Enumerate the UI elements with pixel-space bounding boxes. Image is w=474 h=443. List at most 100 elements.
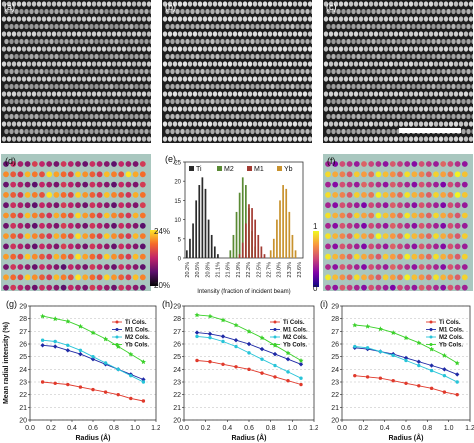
atom-column <box>64 68 69 75</box>
atom-column <box>225 38 230 45</box>
atom-column <box>165 38 170 45</box>
atom-column <box>421 38 426 45</box>
atom-column <box>6 121 12 127</box>
atom-column <box>227 106 233 112</box>
atom-column <box>237 91 243 97</box>
column-dot <box>31 212 38 219</box>
atom-column <box>451 98 456 105</box>
column-dot <box>118 212 125 219</box>
atom-column <box>225 23 230 30</box>
atom-column <box>205 8 210 15</box>
atom-column <box>89 98 94 105</box>
atom-column <box>177 1 183 7</box>
atom-column <box>381 98 386 105</box>
atom-column <box>114 8 119 15</box>
column-dot <box>375 264 382 270</box>
atom-column <box>106 91 112 97</box>
hist-bar-yb <box>282 185 284 258</box>
atom-column <box>44 23 49 30</box>
atom-column <box>104 113 109 120</box>
atom-column <box>29 23 34 30</box>
data-point <box>40 338 45 342</box>
atom-column <box>388 121 394 127</box>
column-dot <box>89 243 96 250</box>
atom-column <box>94 83 99 90</box>
column-dot <box>3 274 9 281</box>
atom-column <box>285 8 290 15</box>
atom-column <box>386 23 391 30</box>
data-point <box>90 357 96 362</box>
atom-column <box>433 106 439 112</box>
atom-column <box>423 31 429 37</box>
atom-column <box>114 83 119 90</box>
column-dot <box>397 264 403 270</box>
atom-column <box>182 16 188 22</box>
atom-column <box>378 31 384 37</box>
atom-column <box>265 23 270 30</box>
atom-column <box>378 91 384 97</box>
stem-image-a: (a) <box>1 0 151 143</box>
atom-column <box>458 61 464 67</box>
atom-column <box>433 136 439 142</box>
data-point <box>416 340 422 346</box>
atom-column <box>272 76 278 82</box>
hist-bar-m1 <box>251 208 253 258</box>
atom-column <box>182 61 188 67</box>
atom-column <box>411 98 416 105</box>
atom-column <box>182 1 188 7</box>
atom-column <box>371 83 376 90</box>
atom-column <box>245 113 250 120</box>
atom-column <box>323 91 329 97</box>
atom-column <box>421 53 426 60</box>
atom-column <box>282 91 288 97</box>
atom-column <box>413 46 419 52</box>
atom-column <box>21 16 27 22</box>
atom-column <box>240 23 245 30</box>
atom-column <box>96 136 102 142</box>
atom-column <box>292 1 298 7</box>
atom-column <box>139 38 144 45</box>
y-tick-label: 20 <box>19 418 27 425</box>
atom-column <box>371 8 376 15</box>
x-tick-label: 1.2 <box>465 425 474 432</box>
atom-column <box>383 91 389 97</box>
column-dot <box>339 161 346 167</box>
column-dot <box>404 253 411 260</box>
atom-column <box>212 136 218 142</box>
column-dot <box>24 264 31 270</box>
atom-column <box>310 128 312 135</box>
series-line <box>42 381 144 402</box>
atom-column <box>292 76 298 82</box>
atom-column <box>215 38 220 45</box>
atom-column <box>187 61 193 67</box>
data-point <box>221 362 225 366</box>
atom-column <box>175 83 180 90</box>
atom-column <box>180 38 185 45</box>
data-point <box>442 390 447 394</box>
atom-column <box>51 76 57 82</box>
column-dot <box>103 202 110 209</box>
atom-column <box>287 106 293 112</box>
column-dot <box>418 264 425 270</box>
atom-column <box>285 83 290 90</box>
colorbar-f-max: 1 <box>313 222 318 231</box>
column-dot <box>67 274 74 281</box>
column-dot <box>111 202 117 209</box>
atom-column <box>255 8 260 15</box>
column-dot <box>53 274 60 281</box>
atom-column <box>76 136 82 142</box>
atom-column <box>162 76 168 82</box>
atom-column <box>247 46 253 52</box>
atom-column <box>106 31 112 37</box>
column-dot <box>53 171 60 178</box>
atom-column <box>104 8 109 15</box>
column-dot <box>60 253 67 260</box>
atom-column <box>433 31 439 37</box>
hist-bar-ti <box>195 200 198 258</box>
atom-column <box>36 46 42 52</box>
atom-column <box>14 83 19 90</box>
column-dot <box>3 243 9 250</box>
atom-column <box>227 61 233 67</box>
atom-column <box>202 76 208 82</box>
